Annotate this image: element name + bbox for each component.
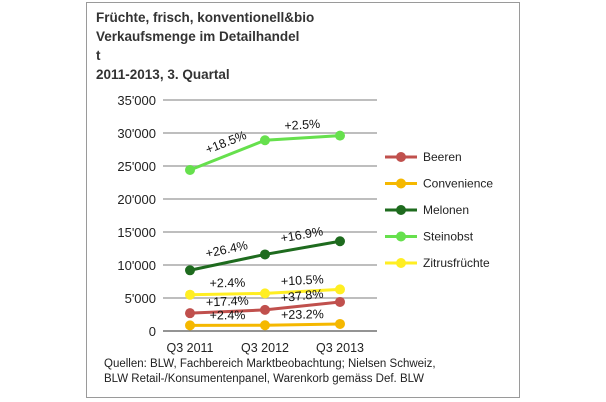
x-tick-label: Q3 2012 bbox=[241, 341, 289, 355]
chart-unit-label: t bbox=[96, 48, 101, 63]
data-point bbox=[260, 288, 270, 299]
legend-swatch-marker bbox=[396, 178, 406, 189]
data-point bbox=[260, 320, 270, 331]
data-point bbox=[335, 296, 345, 307]
chart-frame bbox=[86, 2, 520, 398]
data-point bbox=[335, 318, 345, 329]
y-tick-label: 15'000 bbox=[117, 225, 156, 240]
data-point bbox=[185, 164, 195, 175]
change-label: +17.4% bbox=[206, 294, 249, 310]
chart-title-line-1: Früchte, frisch, konventionell&bio bbox=[96, 10, 315, 25]
x-tick-label: Q3 2013 bbox=[316, 341, 364, 355]
y-tick-label: 10'000 bbox=[117, 258, 156, 273]
y-tick-label: 5'000 bbox=[125, 291, 156, 306]
source-note: Quellen: BLW, Fachbereich Marktbeobachtu… bbox=[104, 357, 436, 387]
source-line-2: BLW Retail-/Konsumentenpanel, Warenkorb … bbox=[104, 373, 425, 385]
change-label: +2.4% bbox=[210, 308, 246, 322]
change-label: +16.9% bbox=[280, 224, 325, 245]
data-point bbox=[335, 130, 345, 141]
chart-period-label: 2011-2013, 3. Quartal bbox=[96, 67, 230, 82]
change-label: +10.5% bbox=[281, 272, 324, 288]
legend-swatch-marker bbox=[396, 205, 406, 215]
change-label: +37.8% bbox=[280, 287, 324, 305]
data-point bbox=[185, 308, 195, 319]
chart-title-block: Früchte, frisch, konventionell&bio Verka… bbox=[96, 8, 314, 84]
legend-swatch-marker bbox=[396, 231, 406, 242]
data-point bbox=[260, 304, 270, 315]
x-tick-label: Q3 2011 bbox=[166, 341, 213, 355]
data-point bbox=[260, 249, 270, 260]
legend-swatch-marker bbox=[396, 258, 406, 268]
change-label: +2.5% bbox=[284, 117, 321, 133]
y-tick-label: 35'000 bbox=[117, 93, 156, 108]
y-tick-label: 20'000 bbox=[117, 192, 156, 207]
data-point bbox=[185, 265, 195, 276]
data-point bbox=[260, 135, 270, 146]
y-tick-label: 25'000 bbox=[117, 159, 156, 174]
change-label: +2.4% bbox=[209, 276, 245, 291]
data-point bbox=[335, 236, 345, 247]
data-point bbox=[335, 284, 345, 295]
legend-label: Beeren bbox=[423, 150, 462, 164]
y-tick-label: 0 bbox=[149, 324, 156, 339]
legend-label: Convenience bbox=[423, 177, 493, 191]
change-label: +23.2% bbox=[281, 307, 324, 322]
legend-label: Steinobst bbox=[423, 230, 474, 244]
data-point bbox=[185, 289, 195, 300]
legend-swatch-marker bbox=[396, 152, 406, 162]
legend-label: Melonen bbox=[423, 203, 469, 217]
data-point bbox=[185, 320, 195, 331]
legend-label: Zitrusfrüchte bbox=[423, 256, 490, 270]
change-label: +26.4% bbox=[204, 238, 249, 261]
source-line-1: Quellen: BLW, Fachbereich Marktbeobachtu… bbox=[104, 358, 436, 370]
chart-title-line-2: Verkaufsmenge im Detailhandel bbox=[96, 29, 300, 44]
y-tick-label: 30'000 bbox=[117, 126, 156, 141]
